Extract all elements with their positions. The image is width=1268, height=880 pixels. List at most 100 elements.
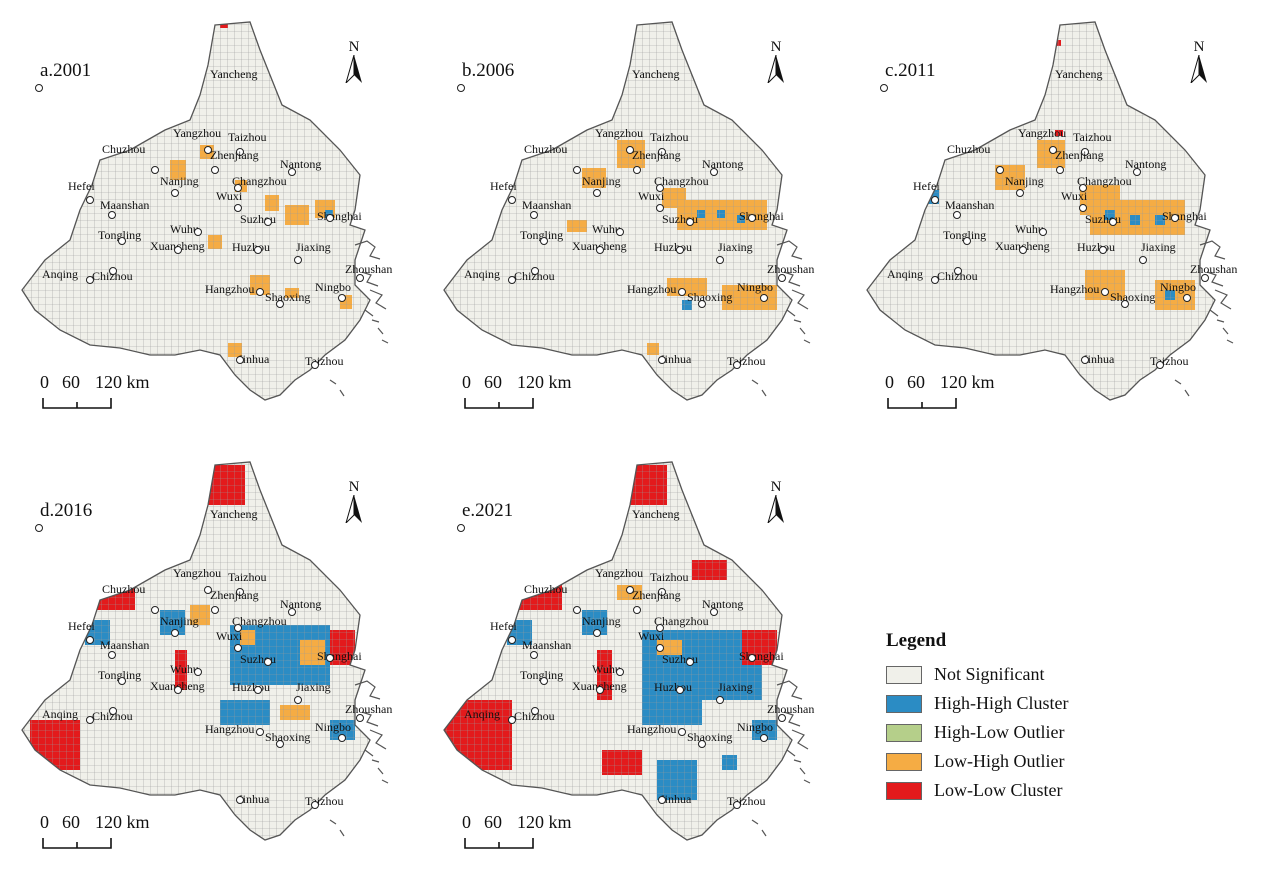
city-marker-icon (931, 276, 939, 284)
city-label: Maanshan (100, 638, 150, 652)
north-label: N (348, 39, 360, 55)
north-label: N (1193, 39, 1205, 55)
city-marker-icon (616, 228, 624, 236)
city-label: Hefei (68, 619, 95, 633)
city-label: Nanjing (1005, 174, 1044, 188)
city-marker-icon (118, 677, 126, 685)
city-marker-icon (211, 606, 219, 614)
scale-bar: 0 60 120 km (462, 812, 572, 862)
city-marker-icon (109, 707, 117, 715)
city-marker-icon (1171, 214, 1179, 222)
city-marker-icon (108, 651, 116, 659)
city-marker-icon (108, 211, 116, 219)
city-label: Jinhua (660, 352, 692, 366)
city-marker-icon (1201, 274, 1209, 282)
city-label: Shaoxing (265, 730, 311, 744)
coastline-islands (329, 680, 389, 837)
city-label: Shanghai (317, 649, 362, 663)
scale-bar-line (887, 398, 957, 409)
city-label: Wuxi (1061, 189, 1088, 203)
city-marker-icon (593, 189, 601, 197)
city-marker-icon (1099, 246, 1107, 254)
city-marker-icon (573, 166, 581, 174)
city-marker-icon (311, 801, 319, 809)
coastline-islands (751, 680, 811, 837)
legend-label: Low-High Outlier (934, 751, 1065, 771)
city-marker-icon (204, 586, 212, 594)
city-marker-icon (658, 588, 666, 596)
city-marker-icon (686, 658, 694, 666)
north-arrow: N (340, 480, 368, 528)
city-label: Jinhua (238, 792, 270, 806)
city-label: Chizhou (514, 709, 555, 723)
city-marker-icon (151, 606, 159, 614)
city-label: Zhenjiang (632, 588, 681, 602)
city-marker-icon (1081, 148, 1089, 156)
legend-item-high-high: High-High Cluster (886, 689, 1126, 718)
region-border (866, 21, 1216, 401)
city-marker-icon (234, 184, 242, 192)
north-label: N (348, 479, 360, 495)
city-marker-icon (626, 146, 634, 154)
city-marker-icon (1019, 246, 1027, 254)
map-panel-2011: c.2011 N 0 60 120 km Yancheng Yangzhou Taizhou C… (855, 10, 1265, 440)
scale-label-120: 120 km (940, 372, 995, 392)
city-marker-icon (530, 211, 538, 219)
city-label: Ningbo (737, 720, 773, 734)
scale-bar: 0 60 120 km (462, 372, 572, 422)
city-marker-icon (326, 214, 334, 222)
region-border (443, 21, 793, 401)
city-marker-icon (540, 677, 548, 685)
city-label: Hangzhou (205, 282, 255, 296)
city-label: Taizhou (650, 570, 689, 584)
legend-swatch (886, 752, 922, 771)
city-label: Taizhou (1073, 130, 1112, 144)
city-label: Wuhu (592, 222, 621, 236)
north-arrow: N (340, 40, 368, 88)
city-label: Tongling (520, 228, 564, 242)
city-marker-icon (1121, 300, 1129, 308)
city-marker-icon (1079, 204, 1087, 212)
city-marker-icon (288, 608, 296, 616)
city-label: Nantong (280, 597, 322, 611)
city-marker-icon (1049, 146, 1057, 154)
city-label: Ningbo (737, 280, 773, 294)
city-label: Shaoxing (687, 730, 733, 744)
scale-bar-line (464, 398, 534, 409)
city-label: Taizhou (650, 130, 689, 144)
city-marker-icon (236, 356, 244, 364)
legend: Legend Not Significant High-High Cluster… (886, 630, 1126, 805)
city-label: Jiaxing (718, 240, 753, 254)
city-label: Shanghai (739, 209, 784, 223)
region-border (443, 461, 793, 841)
city-label: Chuzhou (524, 582, 568, 596)
city-label: Anqing (464, 267, 500, 281)
north-label: N (770, 479, 782, 495)
city-marker-icon (1079, 184, 1087, 192)
city-label: Yancheng (1055, 67, 1103, 81)
city-label: Hangzhou (627, 722, 677, 736)
scale-label-0: 0 (462, 372, 471, 392)
city-marker-icon (531, 707, 539, 715)
map-panel-2006: b.2006 N 0 60 120 km Yancheng Yangzhou Taizhou C… (432, 10, 842, 440)
city-marker-icon (508, 196, 516, 204)
city-label: Hangzhou (1050, 282, 1100, 296)
city-label: Shaoxing (1110, 290, 1156, 304)
city-label: Hangzhou (627, 282, 677, 296)
city-marker-icon (996, 166, 1004, 174)
city-marker-icon (678, 288, 686, 296)
city-marker-icon (254, 686, 262, 694)
city-label: Maanshan (522, 638, 572, 652)
city-label: Shaoxing (265, 290, 311, 304)
north-arrow: N (762, 40, 790, 88)
scale-label-60: 60 (484, 372, 502, 392)
city-marker-icon (626, 586, 634, 594)
city-label: Changzhou (232, 614, 287, 628)
city-label: Huzhou (232, 680, 270, 694)
city-marker-icon (676, 246, 684, 254)
city-label: Jinhua (660, 792, 692, 806)
city-label: Wuhu (170, 662, 199, 676)
city-marker-icon (710, 608, 718, 616)
city-label: Chizhou (92, 269, 133, 283)
city-label: Wuxi (216, 629, 243, 643)
